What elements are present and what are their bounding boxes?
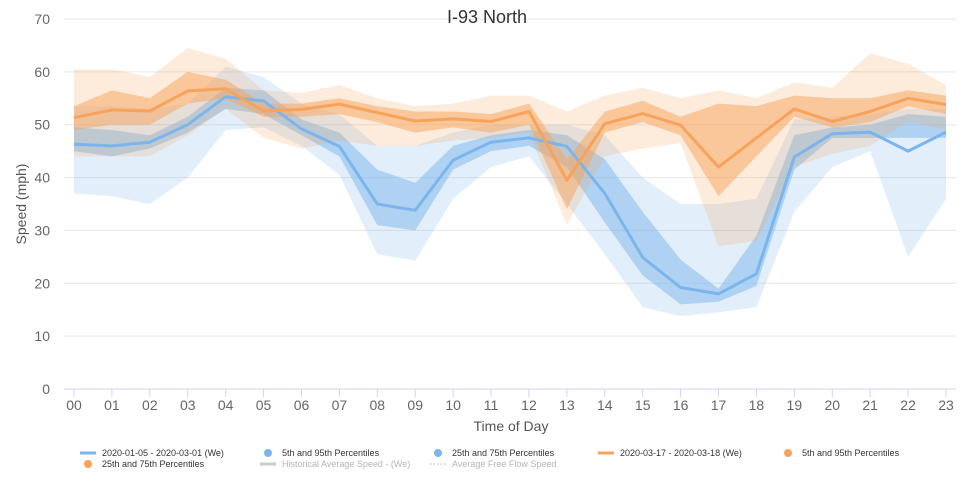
axes: 0 10 20 30 40 50 60 70 00 01 02 03 04 05 06 07 08 09 10 11 1…	[34, 11, 956, 413]
x-axis-title: Time of Day	[474, 418, 549, 434]
x-tick-label: 13	[559, 397, 575, 413]
x-tick-label: 06	[294, 397, 310, 413]
x-tick-label: 03	[180, 397, 196, 413]
x-tick-label: 12	[521, 397, 537, 413]
series-0-25-75-band	[74, 87, 946, 305]
x-tick-label: 01	[104, 397, 120, 413]
x-tick-label: 21	[862, 397, 878, 413]
y-axis-title: Speed (mph)	[13, 164, 29, 245]
x-tick-label: 02	[142, 397, 158, 413]
x-tick-label: 16	[673, 397, 689, 413]
legend-item[interactable]: 5th and 95th Percentiles	[264, 448, 380, 458]
series-lines	[73, 87, 947, 296]
y-tick-label: 50	[34, 117, 50, 133]
y-tick-label: 30	[34, 222, 50, 238]
legend-item[interactable]: Average Free Flow Speed	[430, 459, 556, 469]
legend-label: Average Free Flow Speed	[452, 459, 556, 469]
series-1-25-75-band	[74, 71, 946, 210]
x-tick-label: 15	[635, 397, 651, 413]
x-tick-label: 19	[787, 397, 803, 413]
legend-item[interactable]: 2020-03-17 - 2020-03-18 (We)	[598, 448, 742, 458]
x-tick-label: 11	[484, 397, 499, 413]
legend-dot-symbol	[264, 449, 272, 457]
x-tick-label: 22	[900, 397, 916, 413]
legend-label: 25th and 75th Percentiles	[452, 448, 555, 458]
legend-label: 5th and 95th Percentiles	[802, 448, 900, 458]
x-tick-label: 17	[711, 397, 727, 413]
legend-label: Historical Average Speed - (We)	[282, 459, 410, 469]
x-tick-label: 05	[256, 397, 272, 413]
y-tick-label: 0	[42, 381, 50, 397]
series-0-line	[73, 95, 947, 296]
legend-item[interactable]: Historical Average Speed - (We)	[260, 459, 410, 469]
legend-label: 2020-03-17 - 2020-03-18 (We)	[620, 448, 742, 458]
y-tick-label: 20	[34, 275, 50, 291]
legend-label: 25th and 75th Percentiles	[102, 459, 205, 469]
x-tick-label: 10	[445, 397, 461, 413]
legend-item[interactable]: 25th and 75th Percentiles	[84, 459, 205, 469]
percentile-bands	[74, 48, 946, 317]
x-tick-label: 20	[824, 397, 840, 413]
legend-dot-symbol	[84, 460, 92, 468]
y-tick-label: 70	[34, 11, 50, 27]
x-tick-label: 09	[407, 397, 423, 413]
chart-title: I-93 North	[447, 7, 527, 27]
legend-label: 5th and 95th Percentiles	[282, 448, 380, 458]
x-tick-label: 04	[218, 397, 234, 413]
x-tick-label: 18	[749, 397, 765, 413]
legend-item[interactable]: 25th and 75th Percentiles	[434, 448, 555, 458]
legend-item[interactable]: 5th and 95th Percentiles	[784, 448, 900, 458]
x-tick-label: 14	[597, 397, 613, 413]
y-tick-label: 40	[34, 170, 50, 186]
x-tick-label: 00	[66, 397, 82, 413]
legend: 2020-01-05 - 2020-03-01 (We) 5th and 95th…	[80, 448, 900, 469]
y-tick-label: 60	[34, 64, 50, 80]
x-tick-label: 08	[370, 397, 386, 413]
x-tick-label: 23	[938, 397, 954, 413]
x-tick-label: 07	[332, 397, 348, 413]
legend-item[interactable]: 2020-01-05 - 2020-03-01 (We)	[80, 448, 224, 458]
series-1-line	[73, 87, 947, 182]
series-1-5-95-band	[74, 48, 946, 247]
legend-label: 2020-01-05 - 2020-03-01 (We)	[102, 448, 224, 458]
legend-dot-symbol	[784, 449, 792, 457]
legend-dot-symbol	[434, 449, 442, 457]
y-tick-label: 10	[34, 328, 50, 344]
